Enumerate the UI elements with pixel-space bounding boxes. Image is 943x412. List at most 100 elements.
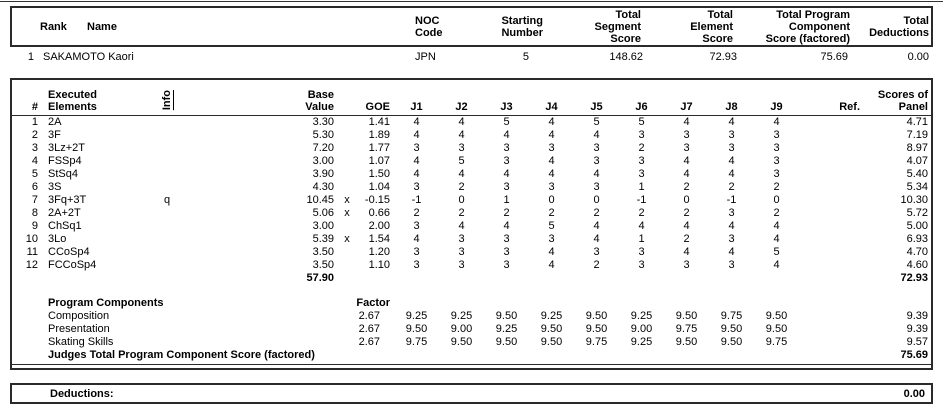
element-base-value: 3.50 <box>312 259 334 271</box>
component-factor: 2.67 <box>358 323 380 335</box>
elements-table: # Executed Elements Info Base Value GOE … <box>12 80 931 365</box>
skater-noc-code: JPN <box>415 50 436 63</box>
judge-score-j5: 4 <box>593 129 600 141</box>
element-goe: -0.15 <box>364 194 390 206</box>
element-number: 4 <box>31 155 38 167</box>
judge-score-j8: 3 <box>728 259 735 271</box>
element-name: FSSp4 <box>48 155 82 167</box>
col-judge-9: J9 <box>754 80 799 116</box>
component-score-j8: 9.50 <box>720 323 743 335</box>
judge-score-j5: 4 <box>593 233 600 245</box>
element-number: 11 <box>26 246 38 258</box>
component-row: Skating Skills 2.67 9.75 9.50 9.50 9.50 … <box>12 336 931 349</box>
judge-score-j6: -1 <box>636 194 647 206</box>
component-name: Presentation <box>48 323 110 335</box>
element-row: 4 FSSp4 3.00 1.07 4 5 3 4 3 3 4 4 <box>12 155 931 168</box>
judge-score-j1: 3 <box>413 259 420 271</box>
judge-score-j5: 3 <box>593 181 600 193</box>
element-row: 2 3F 5.30 1.89 4 4 4 4 4 3 3 3 <box>12 129 931 142</box>
judge-score-j2: 4 <box>458 220 465 232</box>
judge-score-j2: 3 <box>458 259 465 271</box>
component-score-j4: 9.50 <box>540 336 563 348</box>
judge-score-j6: 5 <box>638 116 645 128</box>
deductions-box: Deductions: 0.00 <box>10 383 933 404</box>
element-x-mark <box>338 142 356 155</box>
judge-score-j8: -1 <box>726 194 737 206</box>
component-score-j7: 9.75 <box>675 323 698 335</box>
factor-label: Factor <box>356 297 390 309</box>
element-x-mark: x <box>344 233 350 245</box>
component-factor: 2.67 <box>358 336 380 348</box>
component-score-j9: 9.50 <box>765 323 788 335</box>
element-x-mark: x <box>344 207 350 219</box>
element-base-value: 3.30 <box>312 116 334 128</box>
judge-score-j3: 3 <box>503 155 510 167</box>
judge-score-j9: 0 <box>773 194 780 206</box>
judge-score-j5: 2 <box>593 259 600 271</box>
judge-score-j2: 4 <box>458 116 465 128</box>
judge-score-j6: 3 <box>638 155 645 167</box>
component-panel-score: 9.39 <box>906 310 928 322</box>
col-header-starting-number: Starting Number <box>501 14 543 39</box>
element-x-mark <box>338 155 356 168</box>
judge-score-j4: 3 <box>548 181 555 193</box>
element-x-mark <box>338 168 356 181</box>
skater-starting-number: 5 <box>522 50 529 63</box>
element-ref <box>799 259 864 272</box>
deductions-value: 0.00 <box>903 387 925 400</box>
element-goe: 1.54 <box>368 233 390 245</box>
judge-score-j1: 3 <box>413 142 420 154</box>
element-row: 8 2A+2T 5.06 x 0.66 2 2 2 2 2 2 2 3 <box>12 207 931 220</box>
judge-score-j3: 2 <box>503 207 510 219</box>
judge-score-j3: 4 <box>503 168 510 180</box>
element-number: 10 <box>25 233 38 245</box>
component-score-j9: 9.50 <box>765 310 788 322</box>
elements-header-row: # Executed Elements Info Base Value GOE … <box>12 80 931 116</box>
result-header: Rank Name NOC Code Starting Number Total… <box>10 6 933 47</box>
element-base-value: 3.00 <box>312 220 334 232</box>
element-goe: 0.66 <box>368 207 390 219</box>
element-number: 1 <box>31 116 38 128</box>
judge-score-j4: 4 <box>548 129 555 141</box>
element-info-flag <box>142 168 192 181</box>
element-goe: 1.89 <box>368 129 390 141</box>
component-row: Presentation 2.67 9.50 9.00 9.25 9.50 9.… <box>12 323 931 336</box>
judge-score-j7: 3 <box>683 259 690 271</box>
judges-total-label: Judges Total Program Component Score (fa… <box>42 349 394 365</box>
component-factor: 2.67 <box>358 310 380 322</box>
judge-score-j3: 3 <box>503 142 510 154</box>
element-base-value: 5.06 <box>312 207 334 219</box>
judge-score-j2: 0 <box>458 194 465 206</box>
judge-score-j5: 3 <box>593 246 600 258</box>
element-ref <box>799 142 864 155</box>
judge-score-j5: 4 <box>593 220 600 232</box>
judge-score-j4: 2 <box>548 207 555 219</box>
judge-score-j7: 4 <box>683 116 690 128</box>
skater-element-score: 72.93 <box>709 50 737 63</box>
element-info-flag <box>142 220 192 233</box>
judge-score-j9: 5 <box>773 246 780 258</box>
judges-total-row: Judges Total Program Component Score (fa… <box>12 349 931 365</box>
judge-score-j3: 1 <box>503 194 510 206</box>
col-judge-6: J6 <box>619 80 664 116</box>
col-ref: Ref. <box>799 80 864 116</box>
judge-score-j7: 3 <box>683 129 690 141</box>
judge-score-j7: 4 <box>683 246 690 258</box>
judge-score-j7: 2 <box>683 207 690 219</box>
element-row: 6 3S 4.30 1.04 3 2 3 3 3 1 2 2 <box>12 181 931 194</box>
component-score-j8: 9.50 <box>720 336 743 348</box>
judge-score-j9: 4 <box>773 116 780 128</box>
element-name: 3Lz+2T <box>48 142 85 154</box>
elements-body: 1 2A 3.30 1.41 4 4 5 4 5 5 4 4 <box>12 116 931 273</box>
element-ref <box>799 246 864 259</box>
judge-score-j7: 4 <box>683 155 690 167</box>
component-score-j4: 9.50 <box>540 323 563 335</box>
col-judge-5: J5 <box>574 80 619 116</box>
col-scores-of-panel: Scores of Panel <box>864 80 931 116</box>
judge-score-j6: 3 <box>638 168 645 180</box>
info-vertical-label: Info <box>161 89 173 110</box>
col-header-noc-code: NOC Code <box>415 14 443 39</box>
judge-score-j9: 2 <box>773 207 780 219</box>
total-base-value: 57.90 <box>306 272 334 284</box>
col-executed-elements: Executed Elements <box>42 80 142 116</box>
